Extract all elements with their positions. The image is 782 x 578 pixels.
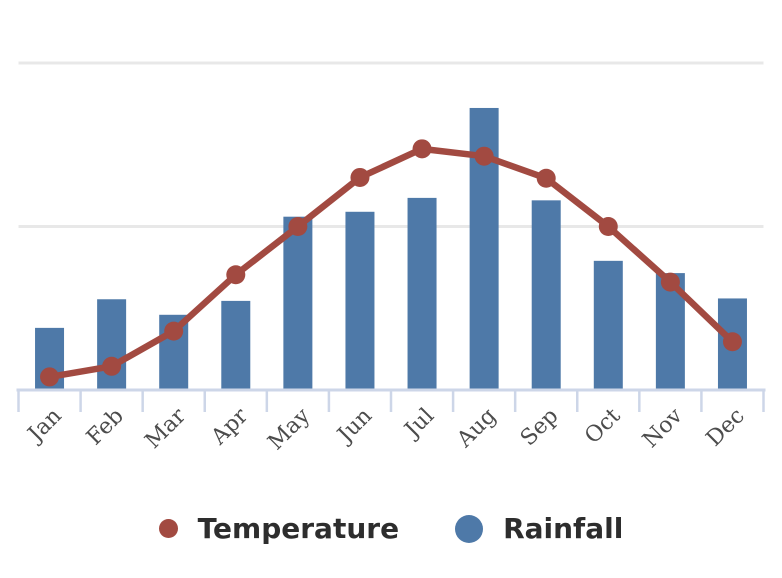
temperature-line-group xyxy=(46,145,736,381)
temperature-legend-marker-icon xyxy=(158,519,178,538)
temperature-point-jul[interactable] xyxy=(412,139,432,159)
temperature-point-oct[interactable] xyxy=(598,217,618,236)
x-axis-label-sep: Sep xyxy=(516,404,564,452)
rainfall-legend-marker-icon xyxy=(455,514,484,543)
temperature-point-may[interactable] xyxy=(288,217,308,236)
legend-item-rainfall[interactable]: Rainfall xyxy=(455,512,623,545)
rainfall-bars xyxy=(35,107,747,391)
bar-jun[interactable] xyxy=(345,211,375,390)
bar-apr[interactable] xyxy=(221,300,251,390)
x-axis-label-apr: Apr xyxy=(206,403,253,450)
x-axis-label-aug: Aug xyxy=(452,404,502,454)
temperature-points xyxy=(40,139,742,387)
combo-chart: Jan Feb Mar Apr May Jun Jul Aug Sep Oct Nov Dec xyxy=(16,61,766,455)
temperature-point-aug[interactable] xyxy=(474,146,494,166)
bar-jul[interactable] xyxy=(407,197,437,390)
temperature-point-jun[interactable] xyxy=(350,167,370,187)
temperature-point-nov[interactable] xyxy=(660,272,680,292)
legend-item-temperature[interactable]: Temperature xyxy=(158,512,400,545)
legend-label-rainfall: Rainfall xyxy=(503,512,624,545)
temperature-point-jan[interactable] xyxy=(40,367,60,387)
x-axis-label-nov: Nov xyxy=(638,403,688,453)
temperature-point-feb[interactable] xyxy=(102,356,122,376)
temperature-point-sep[interactable] xyxy=(536,168,556,188)
legend: Temperature Rainfall xyxy=(0,512,782,545)
x-axis-label-jul: Jul xyxy=(399,404,439,444)
x-axis-label-jan: Jan xyxy=(22,404,67,449)
bar-oct[interactable] xyxy=(593,260,623,390)
x-axis-label-feb: Feb xyxy=(82,404,129,451)
x-axis xyxy=(16,388,766,412)
legend-label-temperature: Temperature xyxy=(197,512,400,545)
bar-may[interactable] xyxy=(283,216,313,390)
gridlines xyxy=(18,61,764,228)
bar-sep[interactable] xyxy=(531,200,561,390)
x-axis-label-oct: Oct xyxy=(580,403,626,449)
bar-feb[interactable] xyxy=(97,299,127,390)
temperature-point-dec[interactable] xyxy=(722,332,742,352)
x-axis-label-mar: Mar xyxy=(141,403,192,454)
x-axis-label-may: May xyxy=(263,403,315,455)
temperature-point-mar[interactable] xyxy=(164,321,184,341)
temperature-point-apr[interactable] xyxy=(226,265,246,285)
x-axis-label-jun: Jun xyxy=(332,404,377,449)
temperature-line xyxy=(46,145,736,381)
x-axis-label-dec: Dec xyxy=(702,404,750,452)
